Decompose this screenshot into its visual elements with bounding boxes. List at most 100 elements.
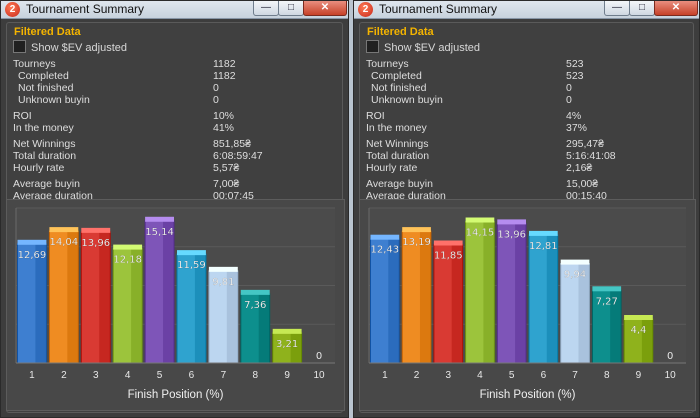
x-tick-label: 3 xyxy=(445,370,451,381)
stat-row: Total duration 6:08:59:47 xyxy=(13,150,336,162)
chart-svg: 12,43 1 13,19 2 11,85 3 14,15 4 13,96 5 12,81 6 9,94… xyxy=(368,207,686,401)
minimize-button[interactable]: — xyxy=(253,1,279,16)
bar-shade xyxy=(35,243,47,363)
bar-group: 13,19 xyxy=(401,227,432,364)
filtered-data-label: Filtered Data xyxy=(14,26,81,38)
bar-value-label: 3,21 xyxy=(276,339,298,350)
bar-group: 9,94 xyxy=(560,259,590,364)
bar-shade xyxy=(290,332,302,363)
bar-shade xyxy=(451,244,463,363)
bar-value-label: 15,14 xyxy=(145,227,174,238)
bar-value-label: 12,81 xyxy=(529,241,558,252)
bar-shade xyxy=(163,220,174,363)
show-ev-checkbox[interactable]: Show $EV adjusted xyxy=(13,40,127,54)
bar-group: 12,18 xyxy=(112,244,143,364)
stat-row: Hourly rate 5,57₴ xyxy=(13,162,336,174)
stat-value: 5:16:41:08 xyxy=(566,150,616,162)
app-icon: 2 xyxy=(5,2,20,17)
close-button[interactable]: ✕ xyxy=(654,1,698,16)
stat-value: 1182 xyxy=(213,70,236,82)
bar-cap xyxy=(81,227,111,233)
stat-label: Total duration xyxy=(13,150,77,162)
stat-label: Average buyin xyxy=(13,178,80,190)
stat-value: 7,00₴ xyxy=(213,178,240,190)
bar-cap xyxy=(529,230,558,236)
x-tick-label: 9 xyxy=(284,370,290,381)
stat-value: 0 xyxy=(213,82,219,94)
stat-value: 10% xyxy=(213,110,235,122)
checkbox-box[interactable] xyxy=(13,40,26,53)
stat-value: 1182 xyxy=(213,58,236,70)
stat-label: ROI xyxy=(366,110,385,122)
title-bar[interactable]: 2 Tournament Summary — □ ✕ xyxy=(354,1,699,19)
show-ev-checkbox[interactable]: Show $EV adjusted xyxy=(366,40,480,54)
stat-row: Average buyin 15,00₴ xyxy=(366,178,687,190)
minimize-button[interactable]: — xyxy=(604,1,630,16)
bar-value-label: 9,94 xyxy=(564,270,586,281)
bar-shade xyxy=(194,254,206,363)
stat-value: 4% xyxy=(566,110,582,122)
checkbox-label: Show $EV adjusted xyxy=(384,42,481,54)
bar-value-label: 0 xyxy=(316,351,322,362)
bar-shade xyxy=(99,231,111,363)
bar-shade xyxy=(515,223,526,363)
stat-label: Hourly rate xyxy=(366,162,418,174)
bar-value-label: 14,15 xyxy=(466,228,495,239)
stat-label: In the money xyxy=(13,122,74,134)
bar-value-label: 12,69 xyxy=(18,250,47,261)
bar-value-label: 13,96 xyxy=(497,229,526,240)
stat-row: Completed 1182 xyxy=(13,70,336,82)
stat-value: 851,85₴ xyxy=(213,138,251,150)
x-tick-label: 4 xyxy=(477,370,483,381)
bar-cap xyxy=(145,216,174,222)
bar-cap xyxy=(560,259,590,265)
stat-label: Not finished xyxy=(18,82,74,94)
stat-label: Unknown buyin xyxy=(18,94,90,106)
stat-label: Net Winnings xyxy=(366,138,429,150)
stat-value: 295,47₴ xyxy=(566,138,604,150)
stat-row: Not finished 0 xyxy=(13,82,336,94)
stat-value: 0 xyxy=(566,94,572,106)
stat-row: Unknown buyin 0 xyxy=(366,94,687,106)
bar-group: 12,69 xyxy=(17,239,47,364)
bar-cap xyxy=(177,250,206,256)
bar-cap xyxy=(624,315,653,320)
stat-value: 2,16₴ xyxy=(566,162,593,174)
stat-row: Net Winnings 851,85₴ xyxy=(13,138,336,150)
stat-row: Tourneys 523 xyxy=(366,58,687,70)
bar-value-label: 13,96 xyxy=(81,238,110,249)
bar-shade xyxy=(388,238,400,363)
bar-value-label: 4,4 xyxy=(630,325,646,336)
bar-cap xyxy=(17,239,47,245)
bar-group: 11,85 xyxy=(433,240,464,364)
bar-value-label: 9,81 xyxy=(212,277,234,288)
x-tick-label: 5 xyxy=(157,370,163,381)
bar-cap xyxy=(465,217,495,223)
bar-group: 15,14 xyxy=(144,216,175,364)
x-tick-label: 1 xyxy=(382,370,388,381)
checkbox-box[interactable] xyxy=(366,40,379,53)
bar-value-label: 14,04 xyxy=(50,237,79,248)
x-tick-label: 7 xyxy=(572,370,578,381)
stat-label: Not finished xyxy=(371,82,427,94)
close-button[interactable]: ✕ xyxy=(303,1,347,16)
maximize-button[interactable]: □ xyxy=(278,1,304,16)
bar-group: 13,96 xyxy=(496,219,527,364)
finish-position-chart: 12,43 1 13,19 2 11,85 3 14,15 4 13,96 5 12,81 6 9,94… xyxy=(359,199,696,411)
checkbox-label: Show $EV adjusted xyxy=(31,42,128,54)
stat-row: Tourneys 1182 xyxy=(13,58,336,70)
bar-cap xyxy=(113,244,143,250)
bar-group: 12,81 xyxy=(528,230,559,364)
stat-label: In the money xyxy=(366,122,427,134)
title-bar[interactable]: 2 Tournament Summary — □ ✕ xyxy=(1,1,348,19)
tournament-summary-window-1: 2 Tournament Summary — □ ✕ Filtered Data… xyxy=(0,0,349,418)
bar-group: 0 xyxy=(667,351,673,362)
x-tick-label: 8 xyxy=(252,370,258,381)
maximize-button[interactable]: □ xyxy=(629,1,655,16)
stat-label: ROI xyxy=(13,110,32,122)
bar-group: 0 xyxy=(316,351,322,362)
bar-shade xyxy=(610,290,622,363)
stat-row: Completed 523 xyxy=(366,70,687,82)
bar-value-label: 11,85 xyxy=(434,251,463,262)
bar-cap xyxy=(272,328,302,334)
